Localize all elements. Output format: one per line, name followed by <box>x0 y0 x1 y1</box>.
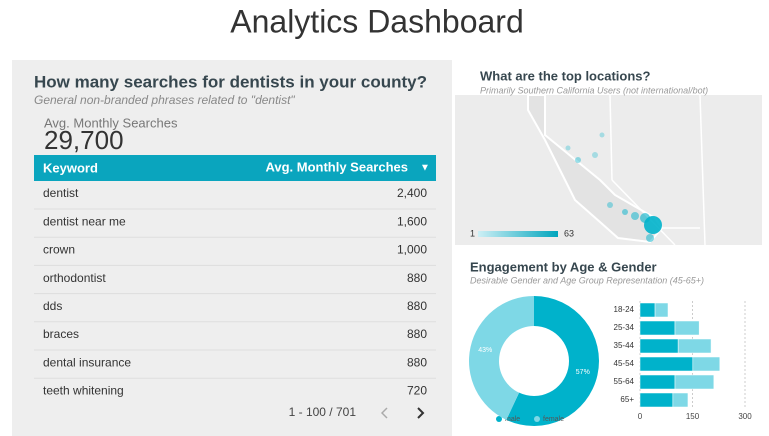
keyword-cell: teeth whitening <box>43 384 124 398</box>
pagination: 1 - 100 / 701 <box>289 405 357 419</box>
bar <box>677 338 712 354</box>
x-tick-label: 0 <box>638 412 643 421</box>
column-header[interactable]: Avg. Monthly Searches <box>265 159 408 174</box>
sort-icon[interactable]: ▼ <box>420 163 430 174</box>
searches-cell: 1,000 <box>397 243 427 257</box>
searches-cell: 880 <box>407 271 427 285</box>
bar <box>639 320 676 336</box>
metric-value: 29,700 <box>44 125 124 155</box>
legend-label: male <box>505 416 520 423</box>
dot <box>646 234 654 242</box>
slice-label: 57% <box>576 369 590 376</box>
y-tick-label: 35-44 <box>614 341 635 350</box>
y-tick-label: 65+ <box>620 395 634 404</box>
bar <box>639 302 656 318</box>
searches-cell: 880 <box>407 299 427 313</box>
donut-slice <box>506 296 600 427</box>
searches-cell: 1,600 <box>397 214 427 228</box>
searches-cell: 2,400 <box>397 186 427 200</box>
location-dots <box>565 132 662 242</box>
dot <box>631 212 639 220</box>
dot <box>592 152 598 158</box>
keyword-cell: crown <box>43 243 75 257</box>
bar <box>639 338 679 354</box>
page-title: Analytics Dashboard <box>230 3 523 39</box>
bar <box>654 302 669 318</box>
y-tick-label: 25-34 <box>614 323 635 332</box>
prev-page[interactable] <box>380 407 388 419</box>
legend-label: female <box>543 416 564 423</box>
searches-cell: 880 <box>407 327 427 341</box>
dot <box>607 202 613 208</box>
table-body: dentist 2,400 dentist near me 1,600 crown 1,0… <box>34 186 436 398</box>
x-tick-label: 150 <box>686 412 700 421</box>
legend-swatch <box>534 416 540 422</box>
y-tick-label: 55-64 <box>614 377 635 386</box>
legend-swatch <box>496 416 502 422</box>
next-page[interactable] <box>417 407 425 419</box>
legend-gradient <box>478 231 558 237</box>
bar <box>674 320 700 336</box>
x-tick-label: 300 <box>738 412 752 421</box>
searches-cell: 880 <box>407 355 427 369</box>
bar <box>639 374 676 390</box>
dot <box>565 145 571 151</box>
bar <box>639 392 674 408</box>
keyword-cell: dds <box>43 299 62 313</box>
bar <box>639 356 694 372</box>
y-tick-label: 18-24 <box>614 305 635 314</box>
legend-max: 63 <box>564 228 574 238</box>
keyword-cell: braces <box>43 327 79 341</box>
panel-subtitle: General non-branded phrases related to "… <box>34 93 295 107</box>
keyword-cell: dentist near me <box>43 214 126 228</box>
panel-subtitle: Primarily Southern California Users (not… <box>480 85 708 95</box>
panel-title: How many searches for dentists in your c… <box>34 72 427 91</box>
map <box>455 94 762 246</box>
y-tick-label: 45-54 <box>614 359 635 368</box>
donut-slice <box>469 296 534 420</box>
legend-min: 1 <box>470 228 475 238</box>
keyword-cell: dental insurance <box>43 355 131 369</box>
dot <box>575 157 581 163</box>
table-header <box>34 155 436 181</box>
column-header[interactable]: Keyword <box>43 160 98 175</box>
metric-label: Avg. Monthly Searches <box>44 115 178 130</box>
borders <box>609 94 706 246</box>
search-panel <box>12 60 452 436</box>
dot <box>640 213 650 223</box>
dot <box>622 209 628 215</box>
bar <box>672 392 689 408</box>
bar <box>692 356 721 372</box>
slice-label: 43% <box>478 347 492 354</box>
keyword-cell: orthodontist <box>43 271 106 285</box>
dot <box>599 132 605 138</box>
panel-subtitle: Desirable Gender and Age Group Represent… <box>470 275 704 285</box>
searches-cell: 720 <box>407 384 427 398</box>
panel-title: What are the top locations? <box>480 68 651 83</box>
keyword-cell: dentist <box>43 186 79 200</box>
bar <box>674 374 715 390</box>
panel-title: Engagement by Age & Gender <box>470 259 657 274</box>
